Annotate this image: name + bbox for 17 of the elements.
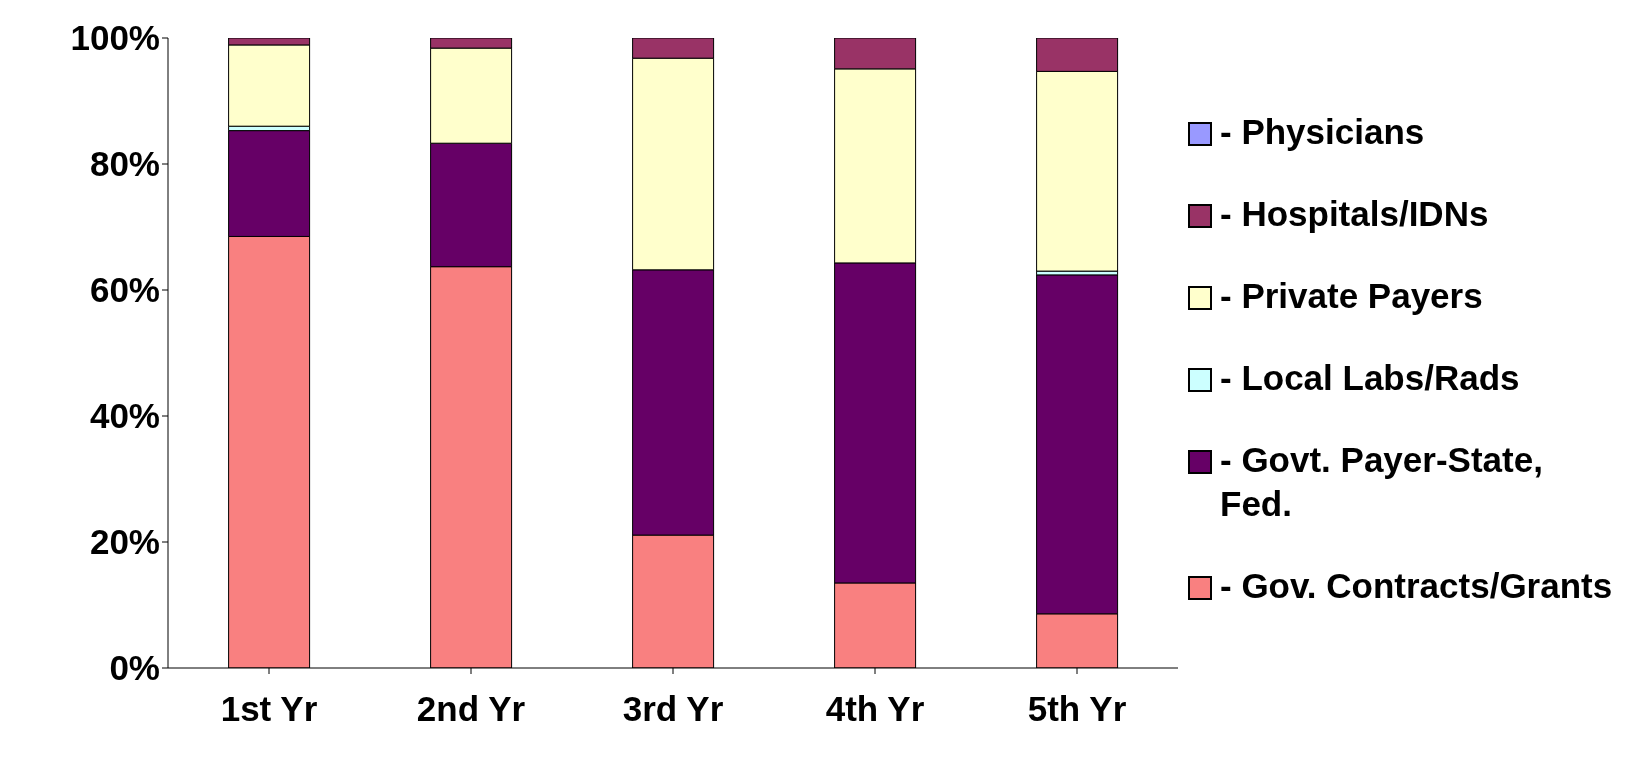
legend-label: - Private Payers [1220, 275, 1483, 317]
x-tick-label: 1st Yr [220, 688, 318, 728]
y-tick-label: 60% [89, 270, 160, 310]
legend-label: - Hospitals/IDNs [1220, 193, 1489, 235]
y-tick-label: 20% [89, 522, 160, 562]
y-tick-label: 40% [89, 396, 160, 436]
x-tick-label: 5th Yr [1027, 688, 1127, 728]
x-tick-label: 2nd Yr [416, 688, 526, 728]
legend-label: - Local Labs/Rads [1220, 357, 1520, 399]
x-tick-label: 3rd Yr [622, 688, 724, 728]
y-tick-label: 0% [109, 648, 160, 688]
y-tick-label: 80% [89, 144, 160, 184]
legend-label: - Govt. Payer-State, Fed. [1220, 439, 1544, 525]
legend-label: - Gov. Contracts/Grants [1220, 565, 1613, 607]
x-tick-label: 4th Yr [825, 688, 925, 728]
y-tick-label: 100% [70, 18, 160, 58]
legend-label: - Physicians [1220, 111, 1425, 153]
